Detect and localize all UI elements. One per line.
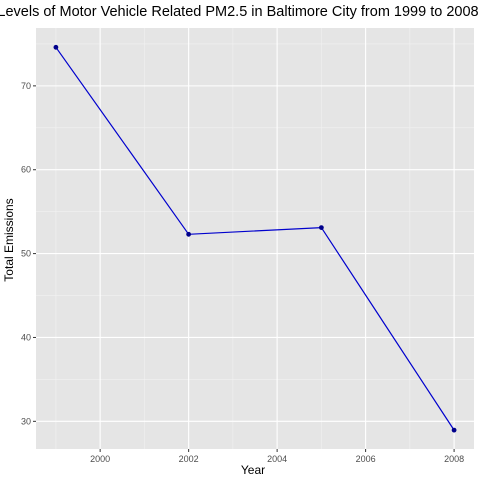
x-tick-label: 2000 xyxy=(90,454,110,464)
x-tick-label: 2004 xyxy=(267,454,287,464)
x-tick-label: 2002 xyxy=(179,454,199,464)
chart-title: Levels of Motor Vehicle Related PM2.5 in… xyxy=(0,4,479,20)
y-tick-label: 50 xyxy=(21,249,31,259)
x-tick-label: 2006 xyxy=(356,454,376,464)
y-tick-label: 40 xyxy=(21,332,31,342)
grid-major xyxy=(36,28,474,449)
y-axis: 30 40 50 60 70 xyxy=(21,81,36,426)
grid-minor xyxy=(36,28,474,449)
series-points xyxy=(53,44,457,433)
y-axis-label: Total Emissions xyxy=(2,198,16,281)
x-axis-label: Year xyxy=(241,463,265,477)
data-point xyxy=(53,44,59,50)
y-tick-label: 70 xyxy=(21,81,31,91)
data-point xyxy=(186,231,192,237)
x-axis: 2000 2002 2004 2006 2008 xyxy=(90,449,464,464)
data-point xyxy=(451,427,457,433)
series-lines xyxy=(55,46,455,431)
x-tick-label: 2008 xyxy=(444,454,464,464)
y-tick-label: 60 xyxy=(21,165,31,175)
data-point xyxy=(318,225,324,230)
plot-panel xyxy=(36,28,474,449)
series-line xyxy=(55,46,455,431)
y-tick-label: 30 xyxy=(21,416,31,426)
